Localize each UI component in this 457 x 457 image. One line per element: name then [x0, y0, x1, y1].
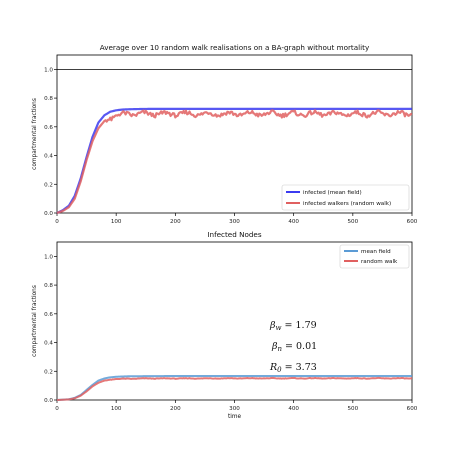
top-chart-title: Average over 10 random walk realisations… [100, 43, 370, 52]
x-tick-label: 200 [170, 219, 181, 225]
y-tick-label: 1.0 [44, 254, 53, 260]
y-tick-label: 0.6 [44, 125, 53, 131]
x-tick-label: 400 [288, 219, 299, 225]
bottom-legend-label-random-walk: random walk [361, 259, 398, 265]
x-tick-label: 0 [55, 219, 59, 225]
top-legend: infected (mean field) infected walkers (… [281, 184, 410, 211]
x-tick-label: 500 [347, 219, 358, 225]
top-panel: Average over 10 random walk realisations… [32, 43, 418, 225]
parameter-annotations: βw = 1.79 βn = 0.01 R0 = 3.73 [269, 320, 317, 374]
bottom-x-axis-label: time [228, 414, 242, 420]
x-tick-label: 400 [288, 406, 299, 412]
y-tick-label: 0.4 [44, 341, 53, 347]
x-tick-label: 300 [229, 219, 240, 225]
top-legend-label-mean-field: infected (mean field) [303, 190, 362, 196]
top-y-axis: 0.0 0.2 0.4 0.6 0.8 1.0 [44, 67, 57, 217]
bottom-legend: mean field random walk [339, 244, 410, 269]
series-line-0 [56, 107, 412, 214]
x-tick-label: 100 [111, 219, 122, 225]
bottom-y-axis-label: compartmental fractions [32, 285, 38, 357]
bottom-series-group [56, 375, 413, 401]
bottom-x-axis: 0 100 200 300 400 500 600 [55, 400, 418, 412]
y-tick-label: 1.0 [44, 67, 53, 73]
bottom-y-axis: 0.0 0.2 0.4 0.6 0.8 1.0 [44, 254, 57, 404]
x-tick-label: 200 [170, 406, 181, 412]
series-line-0 [56, 375, 412, 401]
y-tick-label: 0.6 [44, 312, 53, 318]
top-series-group [56, 107, 413, 215]
top-x-axis: 0 100 200 300 400 500 600 [55, 213, 418, 225]
series-line-1 [56, 376, 413, 401]
x-tick-label: 0 [55, 406, 59, 412]
annotation-r0: R0 = 3.73 [269, 362, 317, 374]
x-tick-label: 500 [347, 406, 358, 412]
y-tick-label: 0.2 [44, 182, 53, 188]
bottom-panel: Infected Nodes 0.0 0.2 0.4 0.6 0.8 1.0 0 100 20… [32, 230, 418, 420]
y-tick-label: 0.2 [44, 369, 53, 375]
bottom-legend-label-mean-field: mean field [361, 249, 391, 255]
y-tick-label: 0.8 [44, 283, 53, 289]
y-tick-label: 0.4 [44, 154, 53, 160]
top-legend-box [281, 184, 410, 211]
annotation-beta-w: βw = 1.79 [269, 320, 317, 332]
x-tick-label: 600 [407, 219, 418, 225]
y-tick-label: 0.0 [44, 398, 53, 404]
y-tick-label: 0.0 [44, 211, 53, 217]
annotation-beta-n: βn = 0.01 [271, 341, 317, 353]
x-tick-label: 300 [229, 406, 240, 412]
series-line-1 [56, 109, 413, 215]
top-y-axis-label: compartmental fractions [32, 98, 38, 170]
top-legend-label-random-walk: infected walkers (random walk) [303, 201, 391, 207]
x-tick-label: 600 [407, 406, 418, 412]
y-tick-label: 0.8 [44, 96, 53, 102]
x-tick-label: 100 [111, 406, 122, 412]
bottom-chart-title: Infected Nodes [207, 230, 261, 239]
